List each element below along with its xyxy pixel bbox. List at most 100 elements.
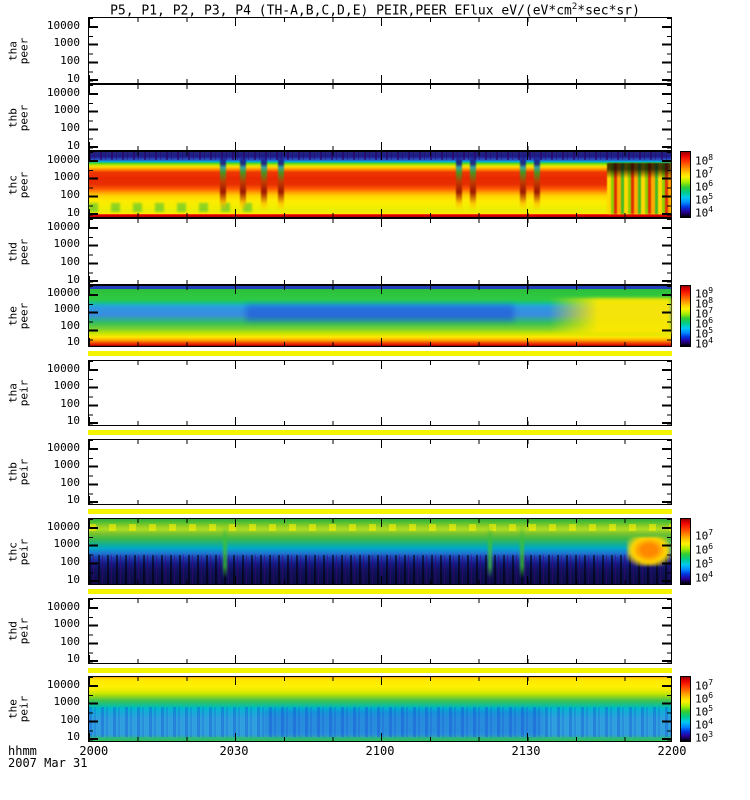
y-tick-marks <box>662 361 671 425</box>
y-tick-label: 100 <box>60 318 80 332</box>
y-tick-marks <box>662 18 671 83</box>
y-axis-labels-tha-peer: 10000 1000 100 10 <box>20 17 82 85</box>
y-tick-label: 1000 <box>53 103 81 117</box>
x-tick-marks <box>89 519 671 527</box>
x-tick-marks <box>89 576 671 584</box>
y-tick-marks <box>89 85 98 150</box>
y-tick-label: 100 <box>60 54 80 68</box>
x-tick-marks <box>89 417 671 425</box>
colorbar-label: 104 <box>695 570 714 585</box>
y-axis-labels-thd-peir: 10000 1000 100 10 <box>20 598 82 665</box>
y-axis-labels-thd-peer: 10000 1000 100 10 <box>20 218 82 286</box>
dropout-streak <box>455 155 462 215</box>
colorbar-label: 107 <box>695 528 714 543</box>
panel-thd-peer <box>88 218 672 285</box>
y-tick-label: 10 <box>66 71 80 85</box>
x-tick-marks <box>89 440 671 448</box>
y-tick-marks <box>662 599 671 663</box>
y-tick-label: 100 <box>60 475 80 489</box>
y-tick-label: 10000 <box>46 18 80 32</box>
x-tick-marks <box>89 599 671 607</box>
colorbar-label: 107 <box>695 678 714 693</box>
colorbar-label: 109 <box>695 286 714 301</box>
colorbar-label: 106 <box>695 542 714 557</box>
x-tick-marks <box>89 18 671 26</box>
y-tick-marks <box>89 152 98 217</box>
colorbar-label: 105 <box>695 704 714 719</box>
y-tick-label: 10 <box>66 138 80 152</box>
x-tick-marks <box>89 85 671 93</box>
plot-title-units: *sec*sr) <box>577 3 640 19</box>
y-tick-label: 1000 <box>53 302 81 316</box>
saturation-strip <box>88 351 672 356</box>
dropout-streak <box>219 155 226 215</box>
colorbar-the-peer <box>680 285 691 347</box>
x-tick-label: 2200 <box>657 744 687 758</box>
y-tick-label: 10000 <box>46 85 80 99</box>
plot-title-superscript: 2 <box>571 2 578 12</box>
panel-thc-peer <box>88 151 672 218</box>
y-axis-labels-thc-peir: 10000 1000 100 10 <box>20 518 82 586</box>
y-tick-label: 10 <box>66 572 80 586</box>
y-tick-label: 100 <box>60 396 80 410</box>
y-tick-label: 1000 <box>53 537 81 551</box>
y-axis-labels-tha-peir: 10000 1000 100 10 <box>20 360 82 427</box>
dropout-streak <box>278 155 285 215</box>
x-tick-marks <box>89 152 671 160</box>
low-flux-region <box>263 709 543 736</box>
dropout-streak <box>470 155 477 215</box>
y-tick-label: 100 <box>60 188 80 202</box>
plot-title: P5, P1, P2, P3, P4 (TH-A,B,C,D,E) PEIR,P… <box>0 2 750 18</box>
y-tick-marks <box>89 599 98 663</box>
y-tick-label: 100 <box>60 255 80 269</box>
x-tick-label: 2130 <box>511 744 541 758</box>
colorbar-labels-thc-peir: 107 106 105 104 <box>695 518 749 585</box>
colorbar-thc-peir <box>680 518 691 585</box>
x-tick-marks <box>89 677 671 685</box>
colorbar-label: 105 <box>695 326 714 341</box>
panel-tha-peir <box>88 360 672 426</box>
y-axis-labels-the-peer: 10000 1000 100 10 <box>20 285 82 349</box>
dropout-streak <box>260 155 267 215</box>
low-flux-region <box>246 305 514 322</box>
y-tick-label: 1000 <box>53 237 81 251</box>
y-tick-label: 10000 <box>46 519 80 533</box>
panel-tha-peer <box>88 17 672 84</box>
colorbar-label: 105 <box>695 192 714 207</box>
panel-thb-peir <box>88 439 672 505</box>
y-tick-label: 10000 <box>46 361 80 375</box>
top-edge-line <box>89 286 671 289</box>
panel-the-peer <box>88 285 672 347</box>
x-tick-marks <box>89 286 671 294</box>
mottled-region <box>606 163 671 215</box>
colorbar-label: 107 <box>695 306 714 321</box>
y-tick-marks <box>662 219 671 284</box>
x-tick-marks <box>89 75 671 83</box>
y-tick-label: 10 <box>66 272 80 286</box>
x-tick-marks <box>89 219 671 227</box>
noise-overlay <box>89 707 671 737</box>
y-tick-marks <box>662 286 671 346</box>
y-tick-marks <box>662 440 671 504</box>
x-tick-label: 2000 <box>79 744 109 758</box>
time-axis-unit-label: hhmm <box>8 744 37 758</box>
x-tick-marks <box>89 209 671 217</box>
y-tick-label: 10 <box>66 335 80 349</box>
spectrogram-data <box>89 286 671 346</box>
saturation-strip <box>88 589 672 594</box>
y-tick-label: 10000 <box>46 677 80 691</box>
y-tick-marks <box>662 519 671 584</box>
enhancement-streak <box>519 522 524 581</box>
y-tick-label: 10000 <box>46 219 80 233</box>
panel-thd-peir <box>88 598 672 664</box>
panel-thb-peer <box>88 84 672 151</box>
colorbar-label: 106 <box>695 691 714 706</box>
x-tick-label: 2030 <box>219 744 249 758</box>
colorbar-label: 108 <box>695 296 714 311</box>
y-tick-label: 10 <box>66 205 80 219</box>
y-tick-label: 10000 <box>46 599 80 613</box>
y-axis-labels-the-peir: 10000 1000 100 10 <box>20 676 82 743</box>
x-tick-marks <box>89 496 671 504</box>
enhanced-flux-region <box>548 298 671 334</box>
